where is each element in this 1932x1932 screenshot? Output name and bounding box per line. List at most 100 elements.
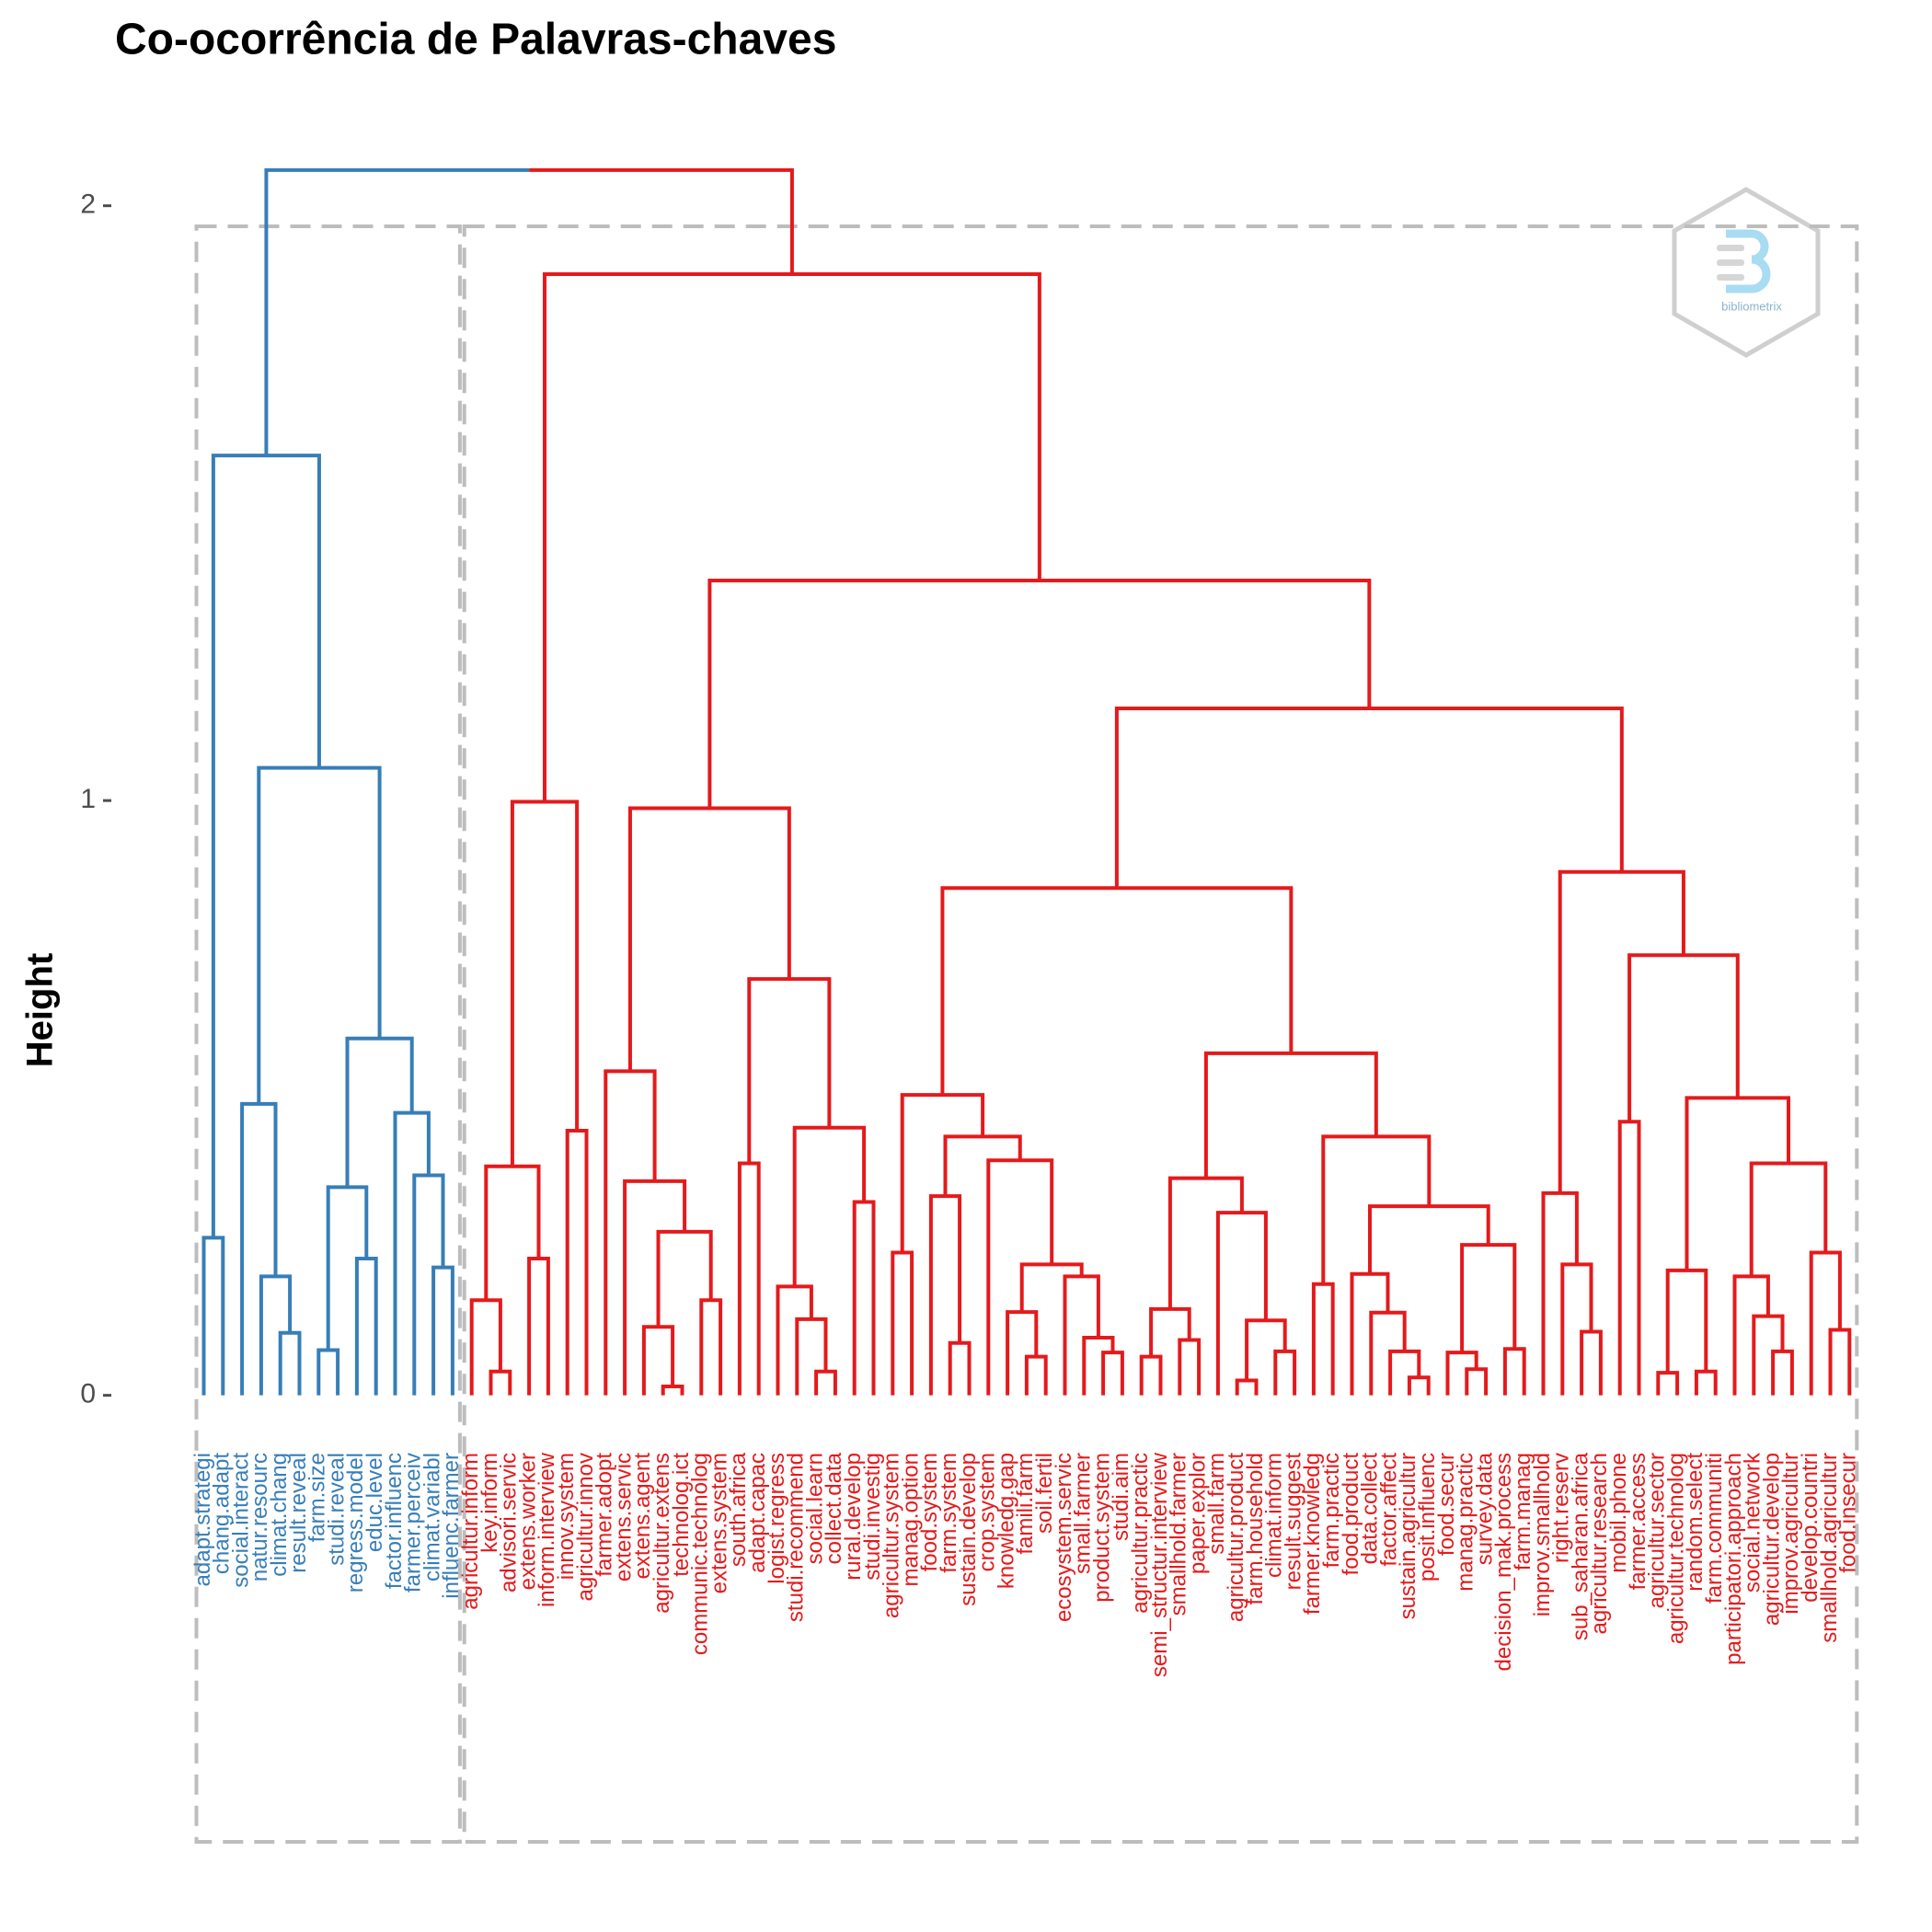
link (1685, 1096, 1790, 1271)
leaf-label: food.insecur (1836, 1453, 1861, 1573)
cluster-boxes (194, 224, 1859, 1844)
leaf-label: sustain.agricultur (1396, 1453, 1420, 1619)
link (1321, 1134, 1432, 1284)
link (1063, 1274, 1100, 1396)
link (1627, 953, 1740, 1122)
logo-hexagon (1672, 187, 1821, 358)
leaf-label: develop.countri (1798, 1453, 1823, 1603)
leaf-label: studi.reveal (324, 1453, 349, 1566)
link (1388, 1349, 1421, 1396)
leaf-label: farm.household (1243, 1453, 1268, 1604)
leaf-label: sub_saharan.africa (1568, 1452, 1593, 1640)
link (661, 1384, 684, 1396)
link (1749, 1161, 1828, 1277)
link (891, 1250, 914, 1396)
leaf-label: adapt.capac (745, 1453, 770, 1573)
leaf-label: advisori.servic (497, 1453, 522, 1593)
link (656, 1229, 713, 1328)
leaf-label: climat.chang (267, 1453, 292, 1577)
link (1465, 1367, 1489, 1396)
leaf-label: crop.system (975, 1453, 1000, 1571)
link (264, 167, 530, 456)
link (986, 1158, 1054, 1396)
leaf-label: factor.affect (1376, 1453, 1401, 1567)
leaf-label: logist.regress (765, 1453, 789, 1584)
link (1311, 1282, 1335, 1396)
link (940, 886, 1294, 1096)
link (1732, 1274, 1770, 1396)
leaf-label: climat.variabl (420, 1453, 444, 1581)
link (565, 1128, 589, 1396)
link (1752, 1314, 1785, 1396)
link (1809, 1250, 1842, 1396)
leaf-label: smallhold.farmer (1167, 1453, 1191, 1616)
leaf-label: small.farmer (1071, 1453, 1096, 1574)
link (1694, 1369, 1718, 1396)
leaf-label: chang.adapt (210, 1453, 235, 1574)
leaf-label: posit.influenc (1415, 1453, 1440, 1581)
leaf-label: climat.inform (1262, 1453, 1287, 1578)
link (316, 1348, 340, 1396)
leaf-label: educ.level (362, 1453, 387, 1552)
link (1445, 1351, 1478, 1396)
link (1560, 1262, 1593, 1396)
leaf-label: agricultur.develop (1759, 1453, 1784, 1626)
leaf-label: collect.data (822, 1452, 846, 1564)
link (211, 454, 321, 1238)
link (1114, 706, 1624, 889)
y-tick-label: 0 (80, 1379, 96, 1409)
leaf-label: agricultur.system (880, 1453, 904, 1618)
link (1369, 1310, 1407, 1396)
link (1019, 1262, 1084, 1313)
leaf-label: farm.size (305, 1453, 330, 1542)
chart-title: Co-ocorrência de Palavras-chaves (115, 16, 836, 64)
leaf-label: regress.model (343, 1453, 368, 1593)
leaf-label: food.product (1339, 1453, 1363, 1576)
link (326, 1185, 369, 1351)
link (814, 1369, 837, 1396)
link (699, 1298, 723, 1396)
link (259, 1274, 293, 1396)
leaf-label: inform.interview (535, 1452, 559, 1607)
link (1149, 1306, 1191, 1357)
leaf-label: smallhold.agricultur (1817, 1453, 1842, 1643)
leaf-label: survey.data (1472, 1452, 1497, 1565)
link (900, 1093, 985, 1253)
link (1006, 1310, 1039, 1396)
leaf-label: influenc.farmer (439, 1453, 464, 1599)
watermark-logo: bibliometrix (1672, 187, 1821, 358)
link (1024, 1354, 1048, 1396)
link (527, 1256, 550, 1396)
leaf-label: social.network (1741, 1452, 1765, 1593)
link (792, 1125, 867, 1287)
leaf-label: studi.recommend (784, 1453, 809, 1622)
leaf-label: extens.system (707, 1453, 731, 1593)
leaf-label: rural.develop (841, 1453, 866, 1581)
link (1828, 1328, 1852, 1396)
leaf-label: soil.fertil (1032, 1453, 1057, 1534)
link (1541, 1190, 1579, 1396)
leaf-label: factor.influenc (382, 1453, 407, 1589)
leaf-label: farm.practic (1319, 1453, 1344, 1568)
leaf-label: paper.explor (1185, 1453, 1210, 1574)
link (510, 799, 580, 1167)
leaf-label: small.farm (1204, 1453, 1229, 1555)
link (1273, 1349, 1297, 1396)
link (776, 1284, 813, 1396)
link (1580, 1329, 1603, 1396)
link (1656, 1371, 1680, 1396)
link (1178, 1338, 1202, 1396)
leaf-label: knowledg.gap (994, 1453, 1018, 1589)
leaf-label: result.reveal (286, 1453, 311, 1573)
link (1502, 1347, 1526, 1396)
link (1368, 1204, 1490, 1274)
link (393, 1110, 431, 1396)
leaf-label: agricultur.inform (458, 1453, 483, 1610)
leaf-label: product.system (1089, 1453, 1114, 1603)
leaf-label: ecosystem.servic (1052, 1453, 1076, 1622)
link (489, 1369, 512, 1396)
link (257, 765, 382, 1104)
link (484, 1164, 541, 1301)
link (1665, 1268, 1708, 1374)
